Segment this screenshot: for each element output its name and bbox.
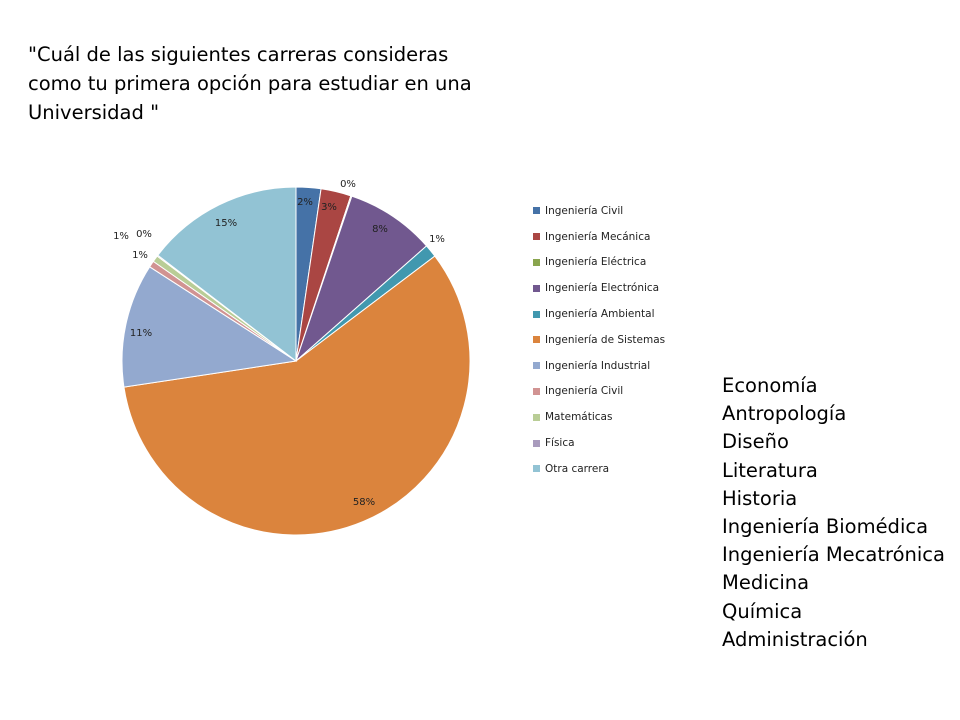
legend-item: Física: [533, 430, 665, 456]
legend-swatch: [533, 207, 540, 215]
legend-item: Ingeniería de Sistemas: [533, 327, 665, 353]
other-careers-list: Economía Antropología Diseño Literatura Hist…: [722, 372, 945, 654]
legend-label: Ingeniería de Sistemas: [545, 333, 666, 346]
other-career-item: Diseño: [722, 430, 789, 454]
other-career-item: Literatura: [722, 458, 818, 482]
other-career-item: Medicina: [722, 571, 810, 595]
slice-percent-label: 58%: [353, 497, 375, 508]
slice-percent-label: 0%: [136, 229, 152, 240]
legend-swatch: [533, 258, 540, 266]
slice-percent-label: 0%: [340, 179, 356, 190]
slice-percent-label: 1%: [429, 234, 445, 245]
pie-slice: [121, 266, 298, 388]
other-career-item: Ingeniería Biomédica: [722, 515, 929, 539]
chart-title: "Cuál de las siguientes carreras conside…: [28, 43, 472, 124]
slice-percent-label: 3%: [321, 202, 337, 213]
legend-item: Ingeniería Eléctrica: [533, 250, 665, 276]
legend-swatch: [533, 387, 540, 395]
legend-label: Ingeniería Mecánica: [545, 230, 651, 243]
slice-percent-label: 15%: [215, 218, 237, 229]
legend-item: Ingeniería Civil: [533, 198, 665, 224]
legend-item: Ingeniería Electrónica: [533, 275, 665, 301]
legend-swatch: [533, 233, 540, 241]
legend-label: Otra carrera: [545, 462, 610, 475]
other-career-item: Administración: [722, 627, 868, 651]
other-career-item: Química: [722, 599, 803, 623]
legend-swatch: [533, 310, 540, 318]
slice-percent-label: 11%: [130, 328, 152, 339]
legend-label: Ingeniería Ambiental: [545, 308, 655, 321]
legend-label: Ingeniería Civil: [545, 385, 624, 398]
slice-percent-label: 1%: [113, 231, 129, 242]
other-career-item: Economía: [722, 374, 818, 397]
legend-label: Ingeniería Civil: [545, 204, 624, 217]
pie-slice: [157, 186, 297, 363]
pie-slice: [123, 255, 471, 536]
legend-item: Matemáticas: [533, 404, 665, 430]
other-career-item: Historia: [722, 486, 798, 510]
other-career-item: Antropología: [722, 402, 847, 426]
legend-item: Ingeniería Ambiental: [533, 301, 665, 327]
legend-item: Ingeniería Industrial: [533, 353, 665, 379]
legend-swatch: [533, 362, 540, 370]
legend-item: Ingeniería Mecánica: [533, 224, 665, 250]
legend-label: Física: [545, 437, 575, 450]
legend-swatch: [533, 439, 540, 447]
legend-swatch: [533, 465, 540, 473]
slice-percent-label: 1%: [132, 250, 148, 261]
pie-slice: [294, 195, 428, 363]
legend-label: Ingeniería Electrónica: [545, 282, 660, 295]
slice-percent-label: 2%: [297, 197, 313, 208]
legend-label: Ingeniería Industrial: [545, 359, 651, 372]
legend-item: Otra carrera: [533, 456, 665, 482]
other-career-item: Ingeniería Mecatrónica: [722, 543, 945, 567]
legend-label: Matemáticas: [545, 411, 613, 424]
legend-swatch: [533, 284, 540, 292]
legend-label: Ingeniería Eléctrica: [545, 256, 647, 269]
legend-item: Ingeniería Civil: [533, 379, 665, 405]
legend-swatch: [533, 413, 540, 421]
legend-swatch: [533, 336, 540, 344]
chart-legend: Ingeniería Civil Ingeniería Mecánica Ingen…: [533, 198, 665, 482]
slice-percent-label: 8%: [372, 224, 388, 235]
